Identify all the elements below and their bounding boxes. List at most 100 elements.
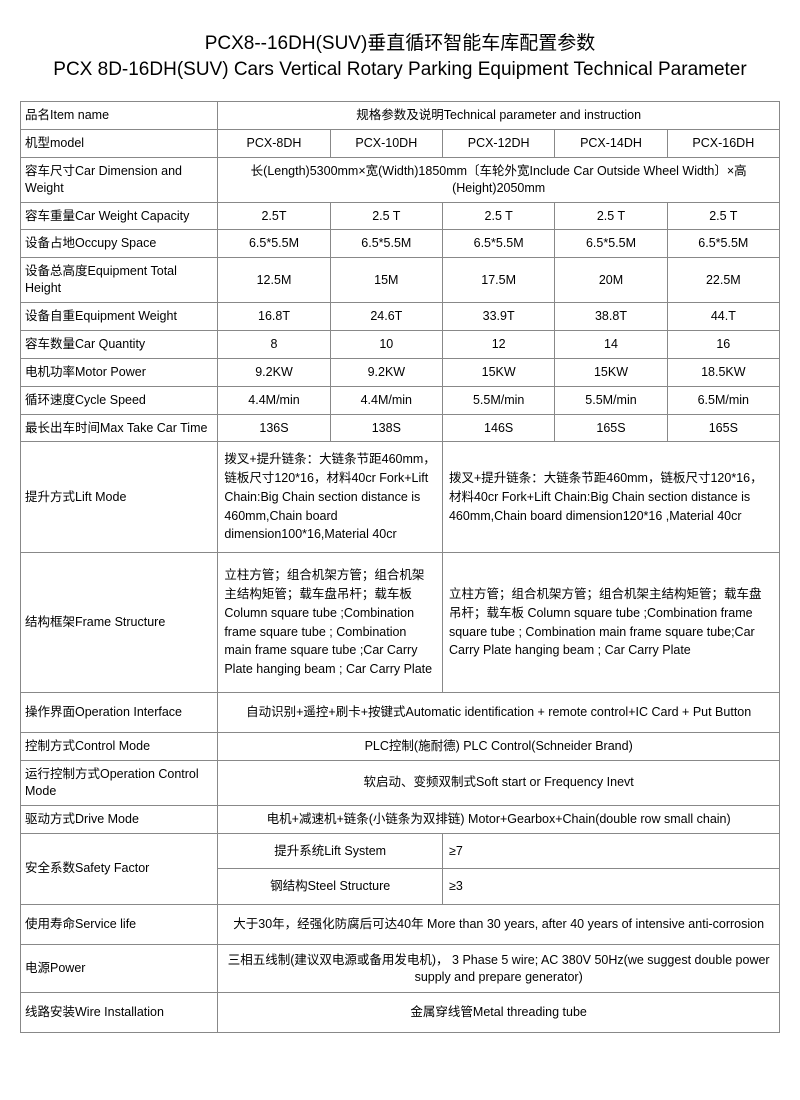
cell: 38.8T: [555, 303, 667, 331]
cell: PCX-12DH: [442, 129, 554, 157]
cell-span: 三相五线制(建议双电源或备用发电机)， 3 Phase 5 wire; AC 3…: [218, 945, 780, 993]
cell: 20M: [555, 258, 667, 303]
cell-span: 大于30年，经强化防腐后可达40年 More than 30 years, af…: [218, 905, 780, 945]
cell-label: 控制方式Control Mode: [21, 733, 218, 761]
row-weight-capacity: 容车重量Car Weight Capacity 2.5T 2.5 T 2.5 T…: [21, 202, 780, 230]
cell-label: 安全系数Safety Factor: [21, 833, 218, 905]
row-occupy-space: 设备占地Occupy Space 6.5*5.5M 6.5*5.5M 6.5*5…: [21, 230, 780, 258]
row-cycle-speed: 循环速度Cycle Speed 4.4M/min 4.4M/min 5.5M/m…: [21, 386, 780, 414]
cell: 6.5*5.5M: [218, 230, 330, 258]
row-motor-power: 电机功率Motor Power 9.2KW 9.2KW 15KW 15KW 18…: [21, 358, 780, 386]
cell-label: 运行控制方式Operation Control Mode: [21, 761, 218, 806]
title-cn: PCX8--16DH(SUV)垂直循环智能车库配置参数: [20, 28, 780, 55]
cell: 6.5*5.5M: [555, 230, 667, 258]
row-service-life: 使用寿命Service life 大于30年，经强化防腐后可达40年 More …: [21, 905, 780, 945]
cell: 2.5T: [218, 202, 330, 230]
cell: 44.T: [667, 303, 779, 331]
cell-sub-label: 钢结构Steel Structure: [218, 869, 443, 905]
cell-right: 拨叉+提升链条：大链条节距460mm，链板尺寸120*16，材料40cr For…: [442, 442, 779, 553]
cell: 2.5 T: [667, 202, 779, 230]
cell: 138S: [330, 414, 442, 442]
cell-label: 驱动方式Drive Mode: [21, 805, 218, 833]
cell: 15KW: [555, 358, 667, 386]
cell: 2.5 T: [330, 202, 442, 230]
cell-right: 立柱方管；组合机架方管；组合机架主结构矩管；载车盘吊杆；载车板 Column s…: [442, 553, 779, 693]
cell-span: 金属穿线管Metal threading tube: [218, 993, 780, 1033]
row-safety-1: 安全系数Safety Factor 提升系统Lift System ≥7: [21, 833, 780, 869]
cell-label: 线路安装Wire Installation: [21, 993, 218, 1033]
cell: 6.5*5.5M: [442, 230, 554, 258]
cell: 12.5M: [218, 258, 330, 303]
row-item-name: 品名Item name 规格参数及说明Technical parameter a…: [21, 102, 780, 130]
cell: PCX-10DH: [330, 129, 442, 157]
cell-label: 最长出车时间Max Take Car Time: [21, 414, 218, 442]
cell: 136S: [218, 414, 330, 442]
row-drive-mode: 驱动方式Drive Mode 电机+减速机+链条(小链条为双排链) Motor+…: [21, 805, 780, 833]
cell-span: 规格参数及说明Technical parameter and instructi…: [218, 102, 780, 130]
cell-label: 设备总高度Equipment Total Height: [21, 258, 218, 303]
cell: 12: [442, 330, 554, 358]
cell: 15M: [330, 258, 442, 303]
cell: 6.5*5.5M: [330, 230, 442, 258]
row-frame-structure: 结构框架Frame Structure 立柱方管；组合机架方管；组合机架主结构矩…: [21, 553, 780, 693]
cell-left: 立柱方管；组合机架方管；组合机架主结构矩管；载车盘吊杆；载车板 Column s…: [218, 553, 443, 693]
cell-label: 机型model: [21, 129, 218, 157]
cell: 4.4M/min: [218, 386, 330, 414]
cell-label: 设备自重Equipment Weight: [21, 303, 218, 331]
cell-left: 拨叉+提升链条：大链条节距460mm，链板尺寸120*16，材料40cr For…: [218, 442, 443, 553]
row-car-quantity: 容车数量Car Quantity 8 10 12 14 16: [21, 330, 780, 358]
cell: 15KW: [442, 358, 554, 386]
cell-label: 提升方式Lift Mode: [21, 442, 218, 553]
cell-label: 容车重量Car Weight Capacity: [21, 202, 218, 230]
row-control-mode: 控制方式Control Mode PLC控制(施耐德) PLC Control(…: [21, 733, 780, 761]
cell-span: 电机+减速机+链条(小链条为双排链) Motor+Gearbox+Chain(d…: [218, 805, 780, 833]
cell: 24.6T: [330, 303, 442, 331]
cell: PCX-14DH: [555, 129, 667, 157]
row-model: 机型model PCX-8DH PCX-10DH PCX-12DH PCX-14…: [21, 129, 780, 157]
row-operation-interface: 操作界面Operation Interface 自动识别+遥控+刷卡+按键式Au…: [21, 693, 780, 733]
cell: 22.5M: [667, 258, 779, 303]
cell-label: 容车尺寸Car Dimension and Weight: [21, 157, 218, 202]
cell-label: 使用寿命Service life: [21, 905, 218, 945]
cell: 9.2KW: [330, 358, 442, 386]
cell: 165S: [667, 414, 779, 442]
cell: 16: [667, 330, 779, 358]
cell-label: 品名Item name: [21, 102, 218, 130]
cell-label: 容车数量Car Quantity: [21, 330, 218, 358]
row-dimension: 容车尺寸Car Dimension and Weight 长(Length)53…: [21, 157, 780, 202]
row-total-height: 设备总高度Equipment Total Height 12.5M 15M 17…: [21, 258, 780, 303]
row-lift-mode: 提升方式Lift Mode 拨叉+提升链条：大链条节距460mm，链板尺寸120…: [21, 442, 780, 553]
cell-label: 电机功率Motor Power: [21, 358, 218, 386]
cell-label: 循环速度Cycle Speed: [21, 386, 218, 414]
cell: 4.4M/min: [330, 386, 442, 414]
cell: 17.5M: [442, 258, 554, 303]
cell: 6.5M/min: [667, 386, 779, 414]
cell-label: 电源Power: [21, 945, 218, 993]
cell-span: 长(Length)5300mm×宽(Width)1850mm〔车轮外宽Inclu…: [218, 157, 780, 202]
row-operation-control-mode: 运行控制方式Operation Control Mode 软启动、变频双制式So…: [21, 761, 780, 806]
row-wire-installation: 线路安装Wire Installation 金属穿线管Metal threadi…: [21, 993, 780, 1033]
title-en: PCX 8D-16DH(SUV) Cars Vertical Rotary Pa…: [20, 59, 780, 81]
cell-span: PLC控制(施耐德) PLC Control(Schneider Brand): [218, 733, 780, 761]
cell-span: 自动识别+遥控+刷卡+按键式Automatic identification +…: [218, 693, 780, 733]
cell: 16.8T: [218, 303, 330, 331]
cell-label: 设备占地Occupy Space: [21, 230, 218, 258]
cell-sub-val: ≥7: [442, 833, 779, 869]
cell: PCX-16DH: [667, 129, 779, 157]
cell: 18.5KW: [667, 358, 779, 386]
cell: 2.5 T: [555, 202, 667, 230]
cell-label: 结构框架Frame Structure: [21, 553, 218, 693]
cell: 9.2KW: [218, 358, 330, 386]
cell-label: 操作界面Operation Interface: [21, 693, 218, 733]
spec-table: 品名Item name 规格参数及说明Technical parameter a…: [20, 101, 780, 1033]
cell: 5.5M/min: [555, 386, 667, 414]
cell-span: 软启动、变频双制式Soft start or Frequency Inevt: [218, 761, 780, 806]
cell: 5.5M/min: [442, 386, 554, 414]
cell: PCX-8DH: [218, 129, 330, 157]
cell: 33.9T: [442, 303, 554, 331]
cell-sub-val: ≥3: [442, 869, 779, 905]
cell: 165S: [555, 414, 667, 442]
cell: 10: [330, 330, 442, 358]
row-take-car-time: 最长出车时间Max Take Car Time 136S 138S 146S 1…: [21, 414, 780, 442]
row-power: 电源Power 三相五线制(建议双电源或备用发电机)， 3 Phase 5 wi…: [21, 945, 780, 993]
